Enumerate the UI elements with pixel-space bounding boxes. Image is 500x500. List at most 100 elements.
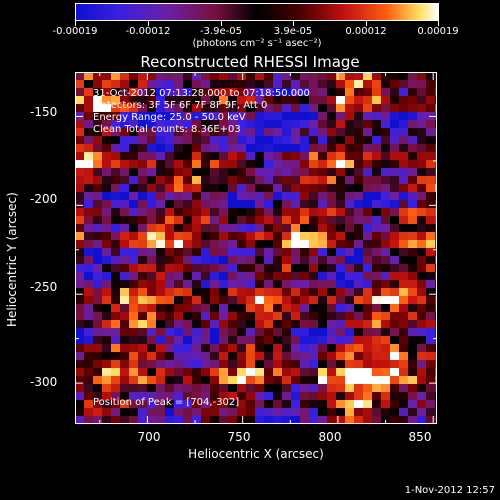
heatmap-cell: [381, 288, 391, 297]
heatmap-cell: [75, 216, 85, 225]
heatmap-cell: [354, 88, 364, 97]
heatmap-cell: [327, 96, 337, 105]
heatmap-cell: [138, 416, 148, 424]
heatmap-cell: [147, 248, 157, 257]
heatmap-cell: [318, 216, 328, 225]
heatmap-cell: [318, 168, 328, 177]
heatmap-cell: [75, 312, 85, 321]
heatmap-cell: [165, 400, 175, 409]
heatmap-cell: [183, 136, 193, 145]
heatmap-cell: [192, 416, 202, 424]
colorbar-label: -0.00012: [125, 26, 171, 37]
heatmap-cell: [210, 104, 220, 113]
heatmap-cell: [291, 104, 301, 113]
heatmap-cell: [111, 312, 121, 321]
heatmap-cell: [282, 240, 292, 249]
heatmap-cell: [84, 280, 94, 289]
heatmap-cell: [255, 376, 265, 385]
heatmap-cell: [201, 160, 211, 169]
heatmap-cell: [399, 384, 409, 393]
heatmap-cell: [156, 144, 166, 153]
heatmap-cell: [408, 288, 418, 297]
heatmap-cell: [417, 200, 427, 209]
heatmap-cell: [264, 328, 274, 337]
heatmap-cell: [237, 104, 247, 113]
heatmap-cell: [390, 376, 400, 385]
heatmap-cell: [102, 136, 112, 145]
heatmap-cell: [219, 280, 229, 289]
heatmap-cell: [129, 336, 139, 345]
heatmap-cell: [318, 336, 328, 345]
heatmap-cell: [390, 160, 400, 169]
heatmap-cell: [408, 136, 418, 145]
heatmap-cell: [327, 248, 337, 257]
heatmap-cell: [228, 192, 238, 201]
heatmap-cell: [291, 88, 301, 97]
heatmap-cell: [381, 120, 391, 129]
heatmap-cell: [309, 368, 319, 377]
heatmap-cell: [309, 264, 319, 273]
heatmap-cell: [327, 240, 337, 249]
heatmap-cell: [372, 272, 382, 281]
heatmap-cell: [309, 272, 319, 281]
heatmap-cell: [201, 264, 211, 273]
heatmap-cell: [372, 120, 382, 129]
heatmap-cell: [363, 72, 373, 81]
heatmap-cell: [399, 128, 409, 137]
heatmap-cell: [84, 344, 94, 353]
heatmap-cell: [417, 352, 427, 361]
heatmap-cell: [363, 152, 373, 161]
y-axis-label: Heliocentric Y (arcsec): [5, 192, 19, 327]
heatmap-cell: [120, 224, 130, 233]
heatmap-cell: [129, 384, 139, 393]
heatmap-cell: [390, 328, 400, 337]
heatmap-cell: [354, 320, 364, 329]
heatmap-cell: [426, 416, 436, 424]
heatmap-cell: [264, 376, 274, 385]
heatmap-cell: [156, 312, 166, 321]
heatmap-cell: [390, 352, 400, 361]
heatmap-cell: [192, 112, 202, 121]
heatmap-cell: [201, 248, 211, 257]
heatmap-cell: [156, 384, 166, 393]
heatmap-cell: [291, 144, 301, 153]
heatmap-cell: [84, 88, 94, 97]
heatmap-cell: [345, 304, 355, 313]
heatmap-cell: [282, 248, 292, 257]
heatmap-cell: [201, 232, 211, 241]
heatmap-cell: [129, 176, 139, 185]
heatmap-cell: [345, 368, 355, 377]
heatmap-cell: [399, 224, 409, 233]
heatmap-cell: [192, 400, 202, 409]
colorbar-tick: [293, 21, 294, 26]
heatmap-cell: [192, 120, 202, 129]
heatmap-cell: [426, 280, 436, 289]
heatmap-cell: [336, 272, 346, 281]
heatmap-cell: [147, 152, 157, 161]
heatmap-cell: [219, 192, 229, 201]
heatmap-cell: [183, 256, 193, 265]
heatmap-cell: [165, 136, 175, 145]
heatmap-cell: [255, 320, 265, 329]
heatmap-cell: [273, 408, 283, 417]
heatmap-cell: [219, 344, 229, 353]
heatmap-cell: [390, 208, 400, 217]
heatmap-cell: [138, 328, 148, 337]
heatmap-cell: [399, 88, 409, 97]
heatmap-cell: [426, 184, 436, 193]
heatmap-cell: [327, 216, 337, 225]
heatmap-cell: [390, 408, 400, 417]
heatmap-cell: [93, 304, 103, 313]
heatmap-cell: [273, 200, 283, 209]
heatmap-cell: [255, 192, 265, 201]
heatmap-cell: [219, 200, 229, 209]
heatmap-cell: [345, 144, 355, 153]
heatmap-cell: [264, 144, 274, 153]
heatmap-cell: [228, 184, 238, 193]
heatmap-cell: [129, 96, 139, 105]
heatmap-cell: [174, 352, 184, 361]
plot-border: [75, 72, 437, 424]
heatmap-cell: [138, 136, 148, 145]
heatmap-cell: [399, 376, 409, 385]
heatmap-cell: [309, 408, 319, 417]
